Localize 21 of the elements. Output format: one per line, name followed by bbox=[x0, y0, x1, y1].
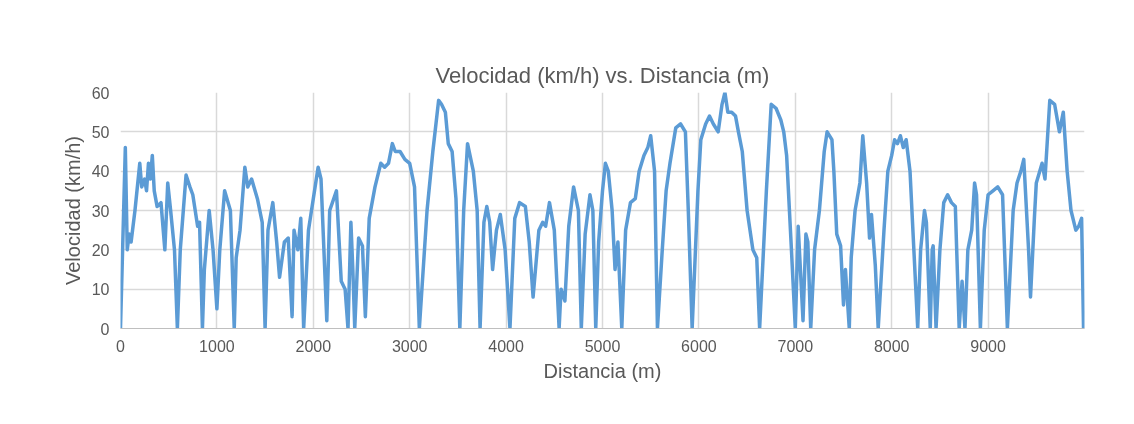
x-tick-label: 0 bbox=[116, 337, 126, 355]
y-tick-label: 30 bbox=[91, 202, 110, 220]
x-tick-label: 4000 bbox=[488, 337, 524, 355]
y-axis-title: Velocidad (km/h) bbox=[61, 136, 84, 285]
y-tick-label: 10 bbox=[91, 281, 110, 299]
x-tick-label: 5000 bbox=[584, 337, 621, 355]
line-series bbox=[120, 92, 1085, 329]
x-tick-label: 9000 bbox=[970, 337, 1006, 355]
x-axis-title: Distancia (m) bbox=[543, 359, 662, 382]
y-tick-label: 0 bbox=[100, 320, 110, 338]
y-tick-label: 40 bbox=[91, 163, 110, 181]
x-tick-label: 2000 bbox=[295, 337, 332, 355]
x-tick-label: 1000 bbox=[199, 337, 235, 355]
y-tick-label: 60 bbox=[91, 84, 110, 102]
x-tick-label: 8000 bbox=[873, 337, 910, 355]
chart-title: Velocidad (km/h) vs. Distancia (m) bbox=[435, 62, 770, 88]
x-tick-label: 7000 bbox=[777, 337, 814, 355]
x-tick-label: 6000 bbox=[681, 337, 717, 355]
y-tick-label: 50 bbox=[91, 123, 110, 141]
x-tick-label: 3000 bbox=[391, 337, 428, 355]
y-tick-label: 20 bbox=[91, 241, 110, 259]
